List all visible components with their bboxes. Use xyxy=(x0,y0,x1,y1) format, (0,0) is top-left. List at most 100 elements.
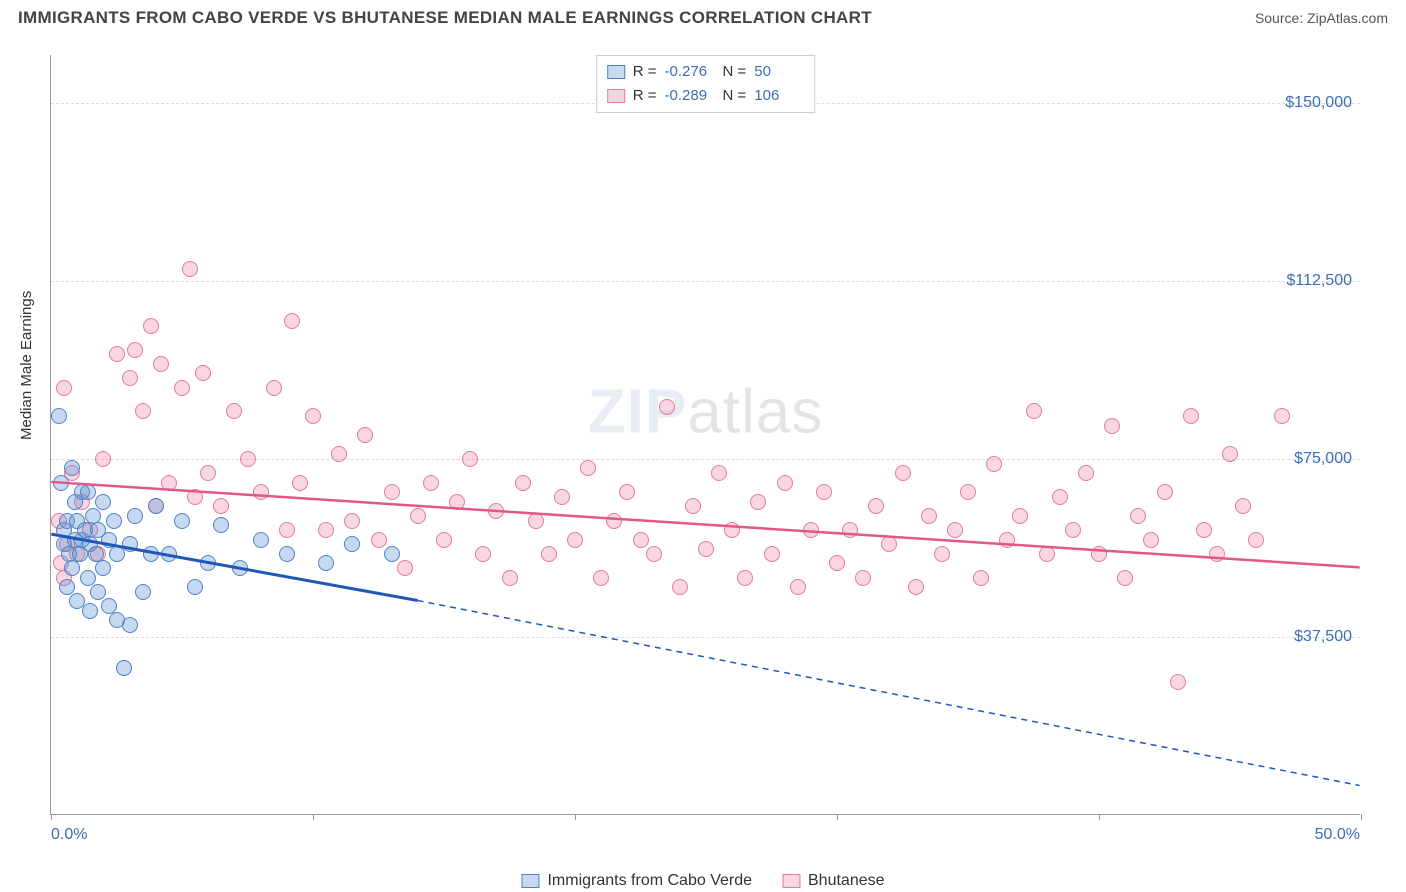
scatter-point-series2 xyxy=(213,498,229,514)
scatter-point-series2 xyxy=(934,546,950,562)
scatter-point-series2 xyxy=(279,522,295,538)
scatter-point-series2 xyxy=(318,522,334,538)
scatter-point-series2 xyxy=(1091,546,1107,562)
scatter-point-series2 xyxy=(1248,532,1264,548)
scatter-point-series2 xyxy=(410,508,426,524)
scatter-point-series2 xyxy=(1196,522,1212,538)
scatter-point-series2 xyxy=(56,380,72,396)
scatter-point-series2 xyxy=(371,532,387,548)
scatter-point-series2 xyxy=(999,532,1015,548)
scatter-point-series1 xyxy=(95,494,111,510)
scatter-point-series2 xyxy=(724,522,740,538)
scatter-point-series2 xyxy=(1039,546,1055,562)
scatter-point-series2 xyxy=(488,503,504,519)
scatter-point-series2 xyxy=(895,465,911,481)
scatter-point-series2 xyxy=(1143,532,1159,548)
chart-title: IMMIGRANTS FROM CABO VERDE VS BHUTANESE … xyxy=(18,8,872,28)
scatter-point-series2 xyxy=(253,484,269,500)
scatter-point-series2 xyxy=(475,546,491,562)
scatter-point-series2 xyxy=(881,536,897,552)
x-max-label: 50.0% xyxy=(1315,826,1360,844)
scatter-point-series2 xyxy=(750,494,766,510)
scatter-point-series2 xyxy=(541,546,557,562)
legend-stats: R = -0.276 N = 50 R = -0.289 N = 106 xyxy=(596,55,816,113)
scatter-point-series2 xyxy=(153,356,169,372)
x-min-label: 0.0% xyxy=(51,826,87,844)
scatter-point-series2 xyxy=(195,365,211,381)
legend-label: Bhutanese xyxy=(808,872,885,890)
y-tick-label: $75,000 xyxy=(1294,450,1352,468)
scatter-point-series1 xyxy=(90,584,106,600)
scatter-chart: ZIPatlas R = -0.276 N = 50 R = -0.289 N … xyxy=(50,55,1360,815)
scatter-point-series2 xyxy=(672,579,688,595)
scatter-point-series2 xyxy=(593,570,609,586)
scatter-point-series2 xyxy=(986,456,1002,472)
scatter-point-series1 xyxy=(127,508,143,524)
scatter-point-series2 xyxy=(619,484,635,500)
scatter-point-series2 xyxy=(182,261,198,277)
scatter-point-series2 xyxy=(200,465,216,481)
scatter-point-series2 xyxy=(633,532,649,548)
scatter-point-series2 xyxy=(226,403,242,419)
scatter-point-series2 xyxy=(737,570,753,586)
scatter-point-series2 xyxy=(1130,508,1146,524)
scatter-point-series2 xyxy=(1157,484,1173,500)
scatter-point-series2 xyxy=(449,494,465,510)
x-tick xyxy=(1099,814,1100,820)
scatter-point-series1 xyxy=(51,408,67,424)
scatter-point-series2 xyxy=(1078,465,1094,481)
scatter-point-series2 xyxy=(777,475,793,491)
scatter-point-series2 xyxy=(174,380,190,396)
scatter-point-series2 xyxy=(397,560,413,576)
scatter-point-series2 xyxy=(95,451,111,467)
y-tick-label: $150,000 xyxy=(1285,94,1352,112)
scatter-point-series2 xyxy=(1222,446,1238,462)
scatter-point-series2 xyxy=(528,513,544,529)
scatter-point-series2 xyxy=(790,579,806,595)
scatter-point-series1 xyxy=(82,603,98,619)
x-tick xyxy=(837,814,838,820)
scatter-point-series1 xyxy=(95,560,111,576)
legend-stats-row-2: R = -0.289 N = 106 xyxy=(607,84,805,108)
scatter-point-series2 xyxy=(1170,674,1186,690)
scatter-point-series2 xyxy=(1183,408,1199,424)
scatter-point-series2 xyxy=(908,579,924,595)
scatter-point-series2 xyxy=(187,489,203,505)
scatter-point-series1 xyxy=(148,498,164,514)
x-tick xyxy=(313,814,314,820)
scatter-point-series2 xyxy=(423,475,439,491)
scatter-point-series2 xyxy=(764,546,780,562)
scatter-point-series1 xyxy=(232,560,248,576)
legend-swatch-series1 xyxy=(521,874,539,888)
legend-swatch-series2 xyxy=(782,874,800,888)
scatter-point-series2 xyxy=(122,370,138,386)
grid-line xyxy=(51,281,1360,282)
scatter-point-series2 xyxy=(960,484,976,500)
scatter-point-series2 xyxy=(816,484,832,500)
scatter-point-series2 xyxy=(685,498,701,514)
legend-stats-row-1: R = -0.276 N = 50 xyxy=(607,60,805,84)
scatter-point-series2 xyxy=(855,570,871,586)
scatter-point-series2 xyxy=(161,475,177,491)
scatter-point-series2 xyxy=(646,546,662,562)
x-tick xyxy=(1361,814,1362,820)
scatter-point-series2 xyxy=(973,570,989,586)
legend-swatch-series2 xyxy=(607,89,625,103)
scatter-point-series1 xyxy=(143,546,159,562)
scatter-point-series2 xyxy=(127,342,143,358)
chart-header: IMMIGRANTS FROM CABO VERDE VS BHUTANESE … xyxy=(0,0,1406,28)
scatter-point-series2 xyxy=(803,522,819,538)
scatter-point-series2 xyxy=(1065,522,1081,538)
scatter-point-series1 xyxy=(80,484,96,500)
scatter-point-series2 xyxy=(240,451,256,467)
scatter-point-series2 xyxy=(357,427,373,443)
grid-line xyxy=(51,637,1360,638)
scatter-point-series1 xyxy=(116,660,132,676)
scatter-point-series2 xyxy=(842,522,858,538)
legend-series: Immigrants from Cabo Verde Bhutanese xyxy=(521,872,884,890)
scatter-point-series1 xyxy=(135,584,151,600)
scatter-point-series1 xyxy=(213,517,229,533)
scatter-point-series2 xyxy=(1235,498,1251,514)
scatter-point-series1 xyxy=(122,536,138,552)
x-tick xyxy=(575,814,576,820)
